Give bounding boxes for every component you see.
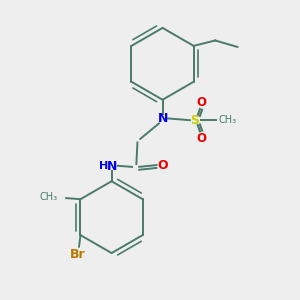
Text: O: O — [157, 159, 168, 172]
Text: S: S — [190, 114, 200, 127]
Text: N: N — [158, 112, 168, 125]
Text: O: O — [196, 96, 206, 109]
Text: N: N — [106, 160, 117, 173]
Text: Br: Br — [70, 248, 86, 261]
Text: H: H — [99, 161, 108, 171]
Text: CH₃: CH₃ — [40, 192, 58, 203]
Text: O: O — [196, 132, 206, 145]
Text: CH₃: CH₃ — [218, 115, 236, 125]
